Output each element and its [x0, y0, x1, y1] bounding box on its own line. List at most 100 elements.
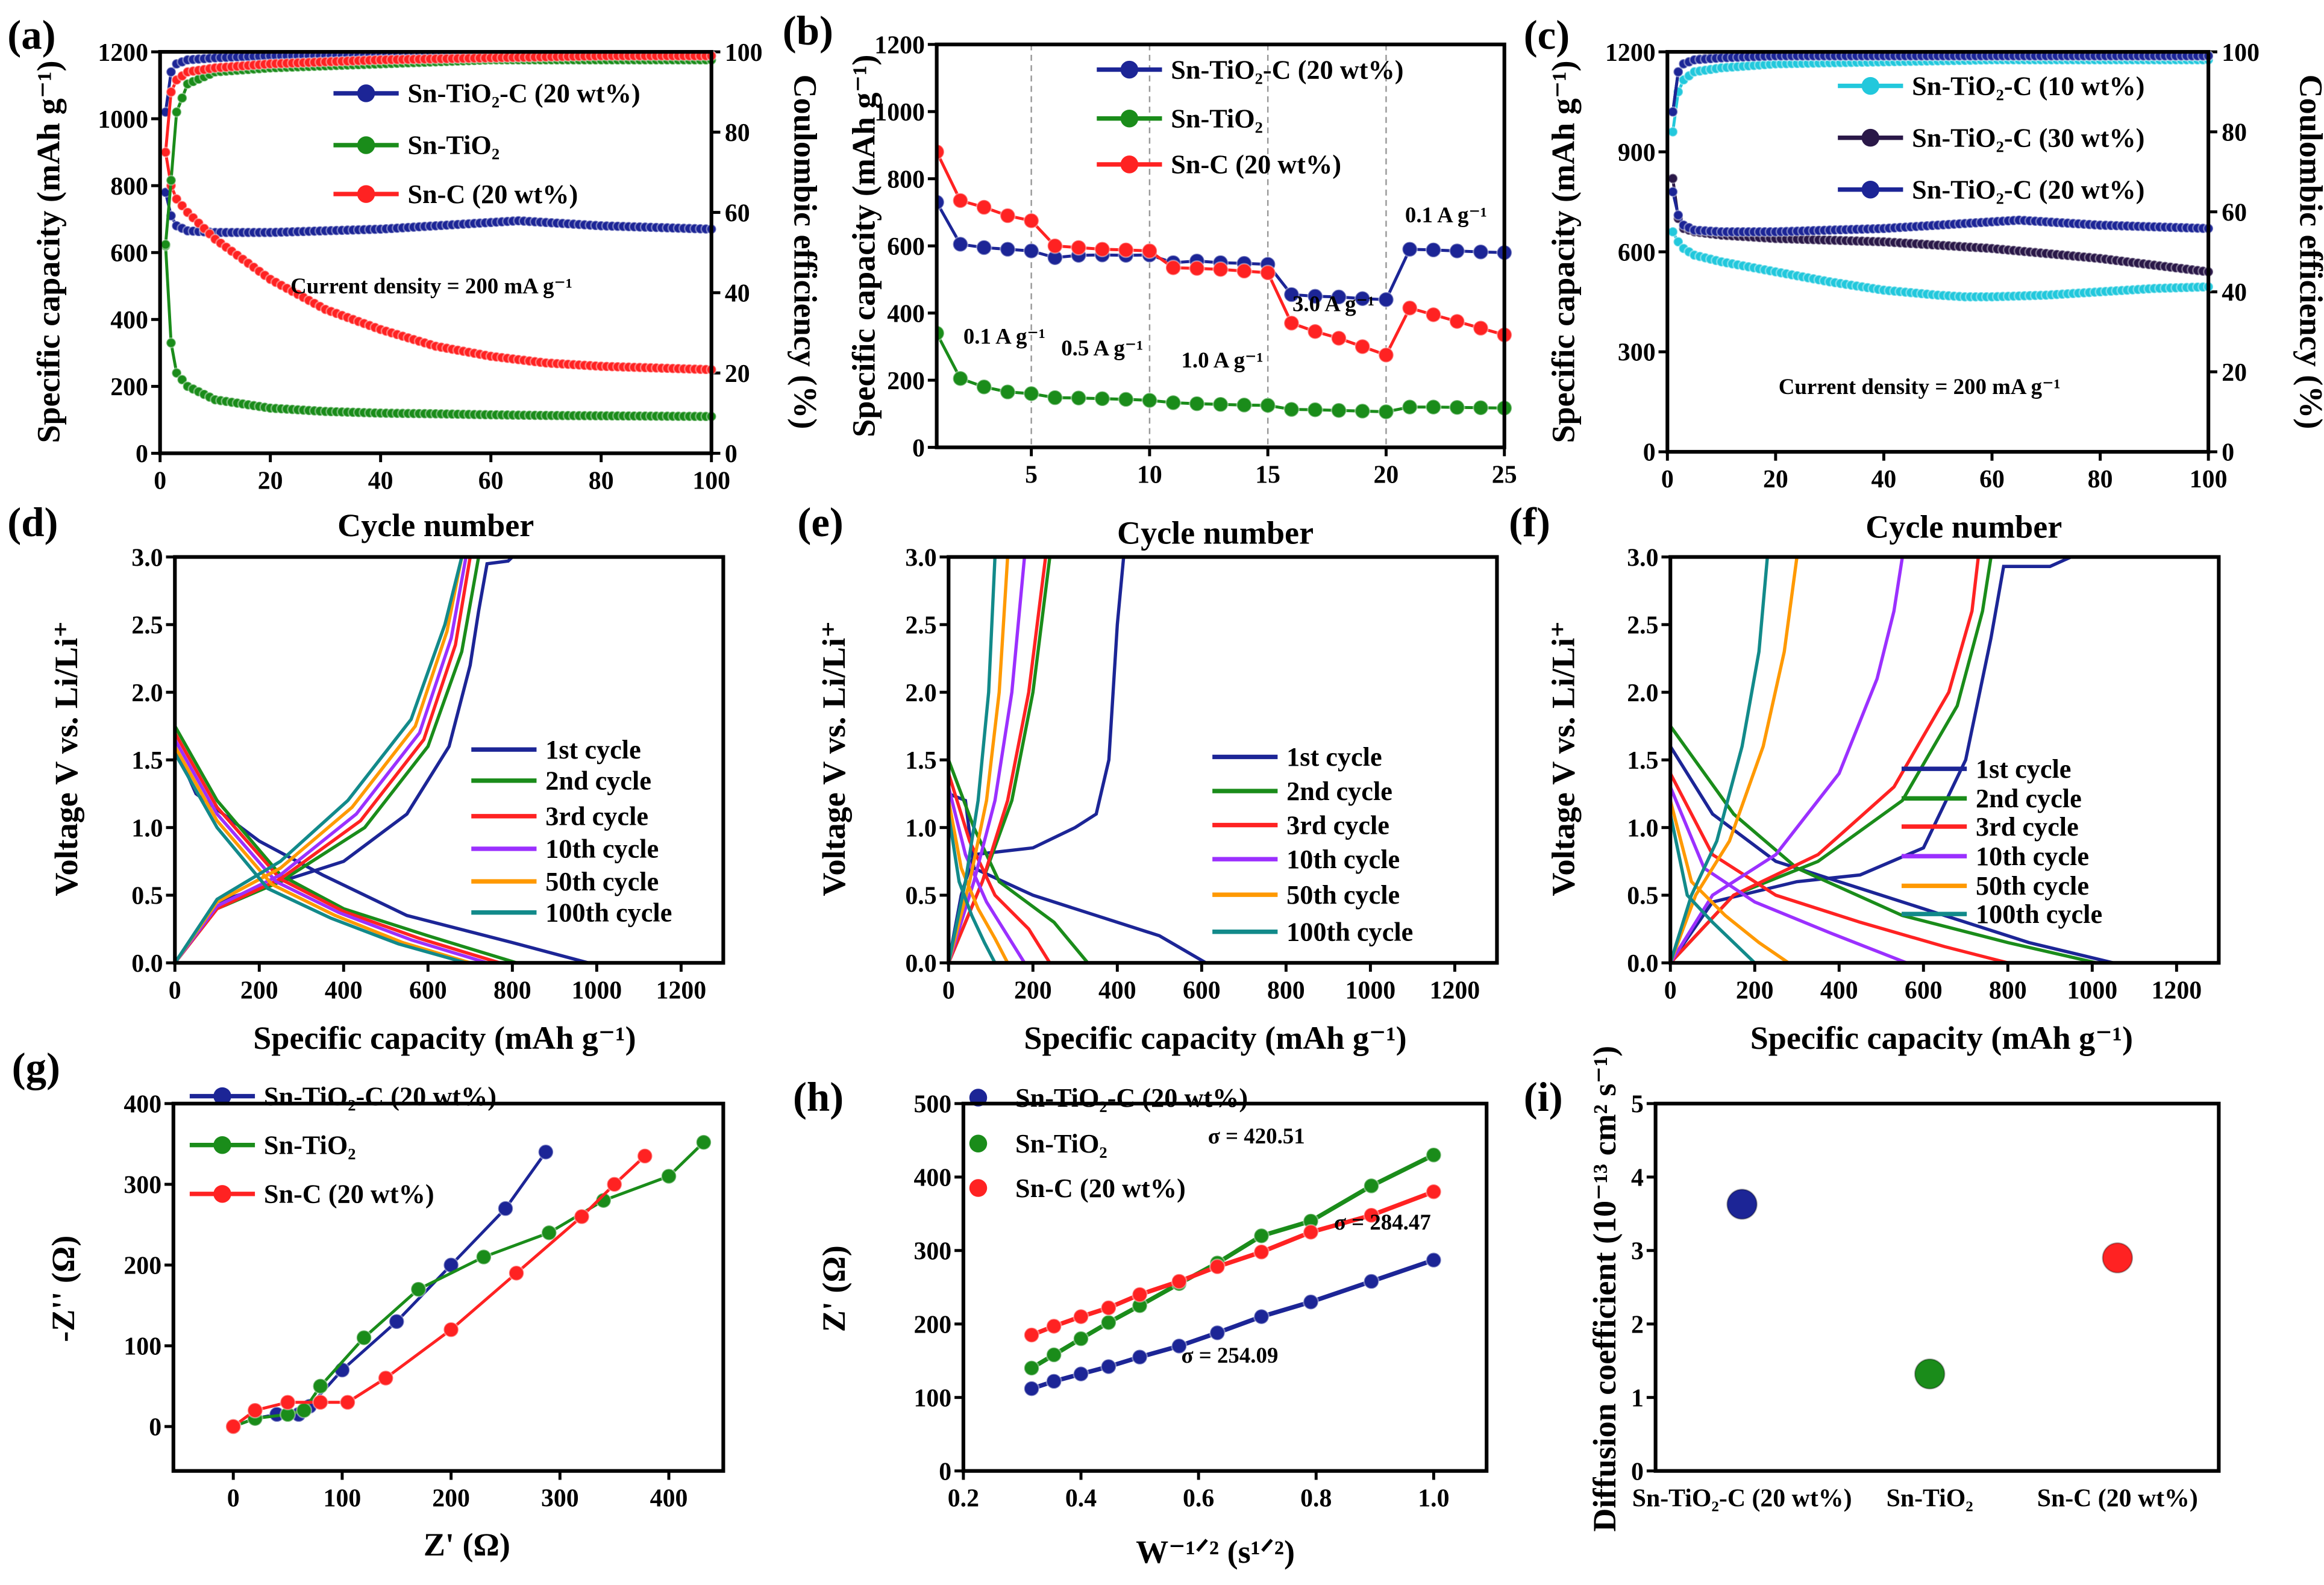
data-point: [1425, 242, 1442, 258]
discharge-curve: [948, 786, 1026, 963]
data-point: [355, 1330, 372, 1346]
x-tick-label: 0: [1661, 466, 1674, 493]
data-point: [177, 92, 188, 104]
y2-tick-label: 100: [725, 39, 763, 67]
y-tick-label: 200: [124, 1252, 161, 1280]
discharge-curve: [1670, 772, 2008, 963]
panel-a: (a)Specific capacity (mAh g⁻¹) Coulombic …: [7, 12, 823, 543]
charge-curve: [1670, 557, 1904, 963]
annotation: σ = 254.09: [1181, 1343, 1278, 1368]
data-point: [1302, 1224, 1320, 1240]
data-point: [1073, 1330, 1089, 1347]
data-point: [246, 1402, 263, 1419]
data-point: [1283, 314, 1300, 331]
y-tick-label: 2.5: [905, 612, 936, 640]
x-tick-label: 60: [1979, 466, 2005, 493]
panel-b: (b) Specific capacity (mAh g⁻¹) Cycle numb…: [783, 8, 1517, 551]
data-point: [1673, 236, 1684, 248]
legend-marker: [357, 136, 375, 154]
x-tick-label: 5: [1025, 461, 1038, 489]
y-tick-label: 3.0: [905, 544, 936, 572]
plot-area: [225, 1134, 712, 1435]
annotation: σ = 284.47: [1334, 1210, 1431, 1234]
legend-label: 10th cycle: [545, 834, 659, 864]
legend-label: 100th cycle: [1286, 917, 1413, 946]
data-point: [1673, 210, 1684, 221]
y-tick-label: 0.0: [1627, 950, 1658, 978]
legend-marker: [213, 1087, 231, 1105]
x-tick-label: 200: [240, 977, 278, 1004]
data-point: [1449, 243, 1465, 260]
data-point: [1094, 241, 1110, 258]
y2-tick-label: 60: [725, 199, 750, 227]
data-point: [1667, 186, 1679, 198]
y2-tick-label: 80: [2222, 119, 2247, 147]
x-tick-label: 200: [1736, 977, 1774, 1004]
data-point: [1402, 399, 1418, 416]
x-tick-label: 80: [2088, 466, 2113, 493]
data-point: [1914, 1358, 1946, 1390]
data-point: [1100, 1358, 1117, 1375]
data-point: [1283, 401, 1300, 418]
data-point: [1425, 1252, 1442, 1269]
data-point: [999, 207, 1016, 224]
data-point: [1667, 173, 1679, 184]
panel-label: (e): [797, 499, 843, 545]
x-axis-label: Cycle number: [1865, 509, 2062, 545]
data-point: [443, 1321, 460, 1338]
y-tick-label: 600: [887, 233, 925, 261]
data-point: [312, 1394, 329, 1411]
data-point: [1165, 394, 1182, 411]
y-tick-label: 2.5: [131, 612, 163, 640]
data-point: [497, 1200, 514, 1217]
data-point: [1307, 323, 1324, 340]
discharge-curve: [948, 813, 997, 963]
legend-label: Sn-C (20 wt%): [264, 1180, 434, 1209]
data-point: [388, 1313, 405, 1330]
x-tick-label: 15: [1255, 461, 1280, 489]
data-point: [410, 1281, 427, 1298]
data-point: [1236, 263, 1253, 280]
y-tick-label: 300: [913, 1238, 951, 1266]
legend-label: Sn-TiO₂-C (20 wt%): [1912, 175, 2144, 204]
y-tick-label: 800: [887, 166, 925, 193]
legend-label: 3rd cycle: [1976, 812, 2079, 842]
y-tick-label: 600: [110, 240, 148, 267]
data-point: [1253, 1227, 1270, 1244]
legend-label: Sn-TiO₂-C (20 wt%): [1015, 1083, 1248, 1113]
x-tick-label: 10: [1137, 461, 1162, 489]
x-tick-label: 800: [493, 977, 531, 1004]
annotation: 0.1 A g⁻¹: [1405, 202, 1487, 227]
data-point: [1171, 1337, 1188, 1354]
y2-tick-label: 100: [2222, 39, 2260, 67]
data-point: [976, 199, 992, 216]
charge-curve: [1670, 557, 1980, 963]
legend-marker: [357, 185, 375, 203]
annotation: Current density = 200 mA g⁻¹: [290, 274, 572, 298]
x-tick-label: 80: [589, 467, 614, 495]
y-tick-label: 1.0: [131, 814, 163, 842]
legend-label: Sn-C (20 wt%): [1171, 150, 1341, 180]
x-tick-label: 800: [1267, 977, 1305, 1004]
x-tick-label: 20: [1763, 466, 1788, 493]
data-point: [1070, 239, 1087, 256]
data-point: [1449, 313, 1465, 330]
data-point: [1472, 320, 1489, 337]
data-point: [1354, 290, 1371, 307]
legend-label: 1st cycle: [1286, 742, 1382, 772]
data-point: [695, 1134, 712, 1151]
category-label: Sn-TiO₂: [1887, 1485, 1973, 1513]
panel-label: (i): [1524, 1074, 1563, 1120]
y-tick-label: 3: [1631, 1238, 1644, 1266]
annotation: 0.5 A g⁻¹: [1061, 336, 1143, 360]
y-tick-label: 1000: [874, 99, 925, 127]
legend-marker: [1120, 60, 1139, 79]
legend-marker: [969, 1179, 988, 1197]
y-tick-label: 2.0: [905, 680, 936, 707]
data-point: [2102, 1242, 2134, 1274]
discharge-curve: [175, 739, 488, 963]
data-point: [171, 106, 183, 118]
plot-area: [1726, 1189, 2134, 1390]
panel-label: (h): [793, 1074, 844, 1120]
